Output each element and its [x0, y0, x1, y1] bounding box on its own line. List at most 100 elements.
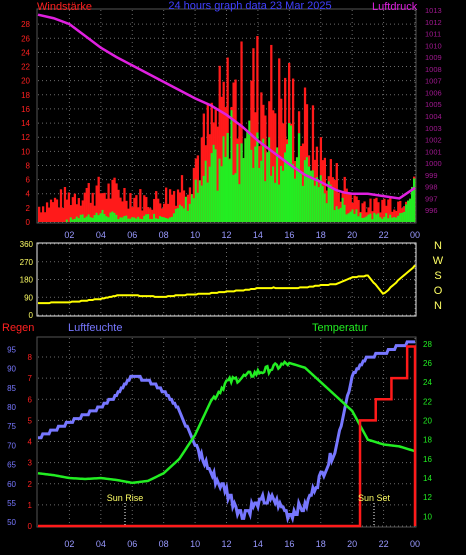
wind-avg-bar: [244, 138, 247, 222]
x-tick-label: 22: [379, 230, 389, 240]
wind-avg-bar: [107, 217, 110, 222]
wind-max-bar: [232, 82, 235, 223]
wind-avg-bar: [206, 182, 209, 222]
wind-avg-bar: [288, 123, 291, 222]
wind-max-bar: [59, 189, 63, 222]
wind-tick-label: 6: [26, 176, 31, 185]
wind-tick-label: 14: [21, 119, 30, 128]
wind-max-bar: [131, 207, 134, 222]
wind-avg-bar: [278, 184, 281, 222]
rain-tick-label: 8: [28, 353, 33, 362]
wind-avg-bar: [284, 152, 287, 222]
wind-max-bar: [85, 187, 88, 222]
direction-grid: [38, 243, 416, 316]
temperature-tick-label: 12: [423, 493, 432, 502]
wind-avg-bar: [194, 179, 198, 222]
wind-avg-bar: [95, 212, 98, 222]
wind-avg-bar: [365, 216, 368, 222]
compass-label: N: [434, 240, 442, 252]
rain-tick-label: 0: [28, 522, 33, 531]
wind-max-bar: [238, 123, 241, 222]
wind-max-bar: [119, 197, 122, 222]
wind-avg-bar: [321, 186, 325, 222]
wind-max-bar: [218, 65, 221, 223]
wind-tick-label: 8: [26, 161, 31, 170]
wind-avg-bar: [389, 214, 392, 222]
wind-max-bar: [83, 192, 86, 222]
pressure-tick-label: 1005: [425, 100, 442, 109]
rain-tick-label: 5: [28, 416, 33, 425]
wind-max-bar: [103, 192, 106, 222]
wind-avg-bar: [252, 167, 255, 222]
wind-max-bar: [57, 207, 61, 222]
sunset-label: Sun Set: [358, 493, 391, 503]
temperature-tick-label: 24: [423, 378, 432, 387]
sun-markers: [124, 503, 375, 526]
wind-avg-bar: [149, 218, 152, 222]
top-x-ticks: 02 04 06 08 10 12 14 16 18 20 22 00: [64, 230, 420, 240]
wind-avg-bar: [164, 217, 168, 222]
wind-avg-bar: [367, 214, 370, 222]
x-tick-label: 08: [159, 539, 169, 549]
compass-label: W: [433, 255, 444, 267]
wind-max-bar: [91, 192, 94, 222]
wind-avg-bar: [133, 217, 136, 222]
wind-max-bar: [196, 155, 200, 222]
wind-avg-bar: [254, 146, 257, 222]
wind-avg-bar: [258, 167, 261, 222]
wind-avg-bar: [184, 196, 188, 222]
wind-max-bar: [81, 200, 84, 222]
wind-avg-bar: [103, 214, 106, 222]
humidity-tick-label: 60: [7, 480, 16, 489]
wind-avg-bar: [323, 193, 327, 222]
pressure-tick-label: 1001: [425, 147, 442, 156]
wind-avg-bar: [89, 217, 92, 222]
rain-tick-label: 6: [28, 395, 33, 404]
temperature-tick-label: 16: [423, 455, 432, 464]
wind-max-bar: [63, 187, 67, 222]
wind-max-bar: [349, 194, 352, 222]
humidity-tick-label: 95: [7, 346, 16, 355]
wind-max-bar: [182, 190, 186, 222]
wind-max-bar: [172, 191, 176, 222]
wind-avg-bar: [359, 212, 362, 222]
wind-avg-bar: [313, 185, 317, 222]
wind-avg-bar: [262, 138, 265, 222]
wind-avg-bar: [339, 207, 342, 222]
wind-avg-bar: [137, 216, 140, 222]
x-tick-label: 14: [253, 539, 263, 549]
wind-max-bar: [125, 200, 128, 222]
wind-max-bar: [141, 210, 144, 222]
wind-max-bar: [151, 209, 154, 222]
wind-avg-bar: [222, 136, 225, 222]
wind-avg-bar: [131, 217, 134, 222]
rain-tick-label: 4: [28, 438, 33, 447]
wind-max-bar: [95, 185, 98, 222]
wind-avg-bar: [178, 204, 182, 222]
humidity-y-ticks: 50 55 60 65 70 75 80 85 90 95: [7, 346, 16, 528]
rain-tick-label: 3: [28, 459, 33, 468]
humidity-tick-label: 90: [7, 365, 16, 374]
wind-max-bar: [149, 208, 152, 222]
wind-max-bar: [109, 198, 112, 222]
temperature-tick-label: 18: [423, 436, 432, 445]
wind-axis-title: Windstärke: [37, 1, 92, 13]
wind-avg-bar: [77, 218, 80, 222]
wind-tick-label: 10: [21, 147, 30, 156]
pressure-tick-label: 996: [425, 206, 438, 215]
wind-avg-bar: [81, 214, 84, 222]
wind-max-bar: [107, 183, 110, 222]
direction-tick-label: 180: [20, 276, 34, 285]
temperature-y-ticks: 10 12 14 16 18 20 22 24 26 28: [423, 340, 432, 522]
direction-y-ticks: 0 90 180 270 360: [20, 240, 34, 320]
wind-avg-bar: [218, 158, 221, 222]
x-tick-label: 20: [347, 230, 357, 240]
wind-max-bar: [337, 192, 340, 222]
wind-max-bar: [93, 205, 96, 222]
wind-max-bar: [61, 207, 65, 222]
wind-max-bar: [363, 201, 366, 222]
wind-avg-bar: [343, 204, 346, 222]
compass-label: S: [434, 270, 441, 282]
wind-max-bar: [133, 197, 136, 222]
